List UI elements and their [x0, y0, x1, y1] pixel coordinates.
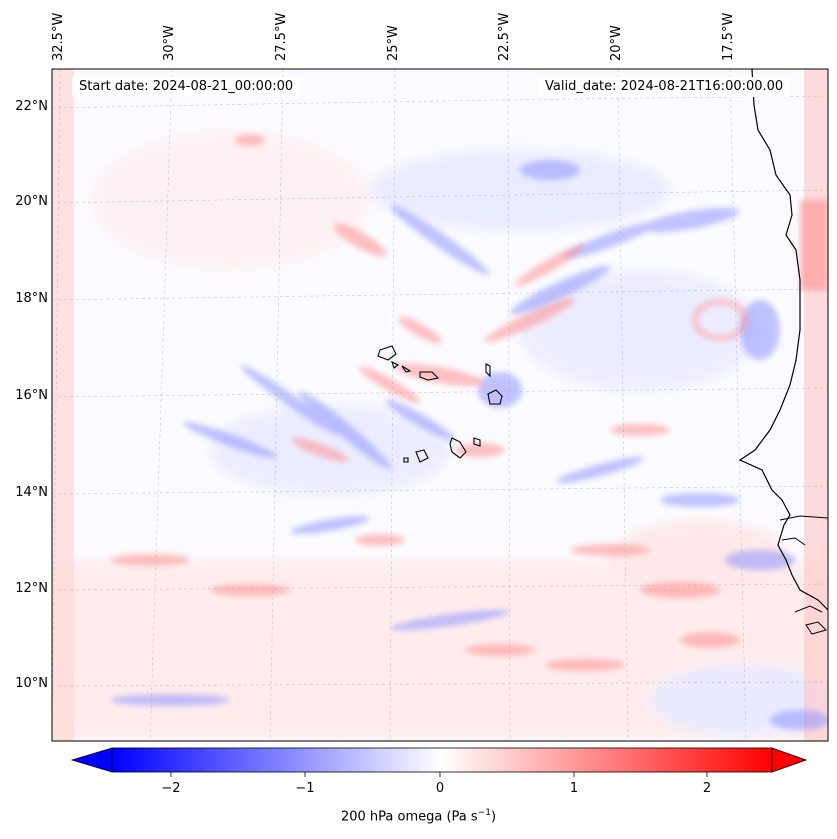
lat-label-20n: 20°N [15, 194, 48, 209]
colorbar-tick-label: −1 [295, 781, 315, 796]
lat-label-10n: 10°N [15, 676, 48, 691]
colorbar-tick-label: 2 [702, 781, 712, 796]
colorbar-label-end: ) [490, 809, 497, 825]
colorbar-gradient [111, 747, 773, 773]
lon-label-27-5w: 27.5°W [274, 12, 289, 61]
colorbar-label-main: 200 hPa omega (Pa s [340, 809, 478, 825]
lon-label-25w: 25°W [386, 25, 401, 61]
colorbar-tick-label: −2 [161, 781, 181, 796]
colorbar-tick-label: 1 [569, 781, 579, 796]
lat-label-14n: 14°N [15, 485, 48, 500]
lon-label-17-5w: 17.5°W [721, 12, 736, 61]
colorbar-label-exponent: −1 [477, 808, 491, 818]
cape-verde-islands [377, 345, 503, 463]
lat-label-22n: 22°N [15, 99, 48, 114]
start-date-label: Start date: 2024-08-21_00:00:00 [72, 77, 301, 97]
colorbar-label: 200 hPa omega (Pa s−1) [0, 808, 837, 824]
colorbar-extend-left [70, 747, 113, 773]
valid-date-label: Valid_date: 2024-08-21T16:00:00.00 [538, 77, 791, 97]
lon-label-30w: 30°W [162, 25, 177, 61]
lon-label-22-5w: 22.5°W [497, 12, 512, 61]
map-gridlines [52, 69, 828, 741]
colorbar-tick-label: 0 [435, 781, 445, 796]
omega-field [52, 69, 828, 741]
colorbar-extend-right [771, 747, 808, 773]
lat-label-18n: 18°N [15, 291, 48, 306]
lon-label-20w: 20°W [609, 25, 624, 61]
colorbar [70, 747, 808, 777]
africa-coastline [738, 69, 828, 611]
lon-label-32-5w: 32.5°W [51, 12, 66, 61]
lat-label-12n: 12°N [15, 581, 48, 596]
lat-label-16n: 16°N [15, 388, 48, 403]
map-frame [51, 68, 829, 742]
